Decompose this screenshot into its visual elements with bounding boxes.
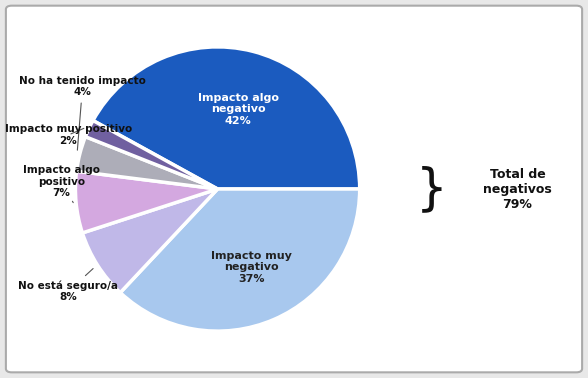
FancyBboxPatch shape	[6, 6, 582, 372]
Text: Impacto muy positivo
2%: Impacto muy positivo 2%	[5, 124, 132, 146]
Wedge shape	[75, 171, 218, 233]
Text: Impacto algo
negativo
42%: Impacto algo negativo 42%	[198, 93, 279, 126]
Text: Total de
negativos
79%: Total de negativos 79%	[483, 167, 552, 211]
Text: No ha tenido impacto
4%: No ha tenido impacto 4%	[19, 76, 146, 150]
Wedge shape	[93, 47, 360, 189]
Text: No está seguro/a
8%: No está seguro/a 8%	[18, 268, 118, 302]
Text: Impacto muy
negativo
37%: Impacto muy negativo 37%	[211, 251, 292, 284]
Wedge shape	[85, 121, 218, 189]
Wedge shape	[82, 189, 218, 293]
Text: Impacto algo
positivo
7%: Impacto algo positivo 7%	[23, 165, 100, 203]
Wedge shape	[76, 137, 218, 189]
Wedge shape	[121, 189, 360, 331]
Text: }: }	[416, 165, 448, 213]
